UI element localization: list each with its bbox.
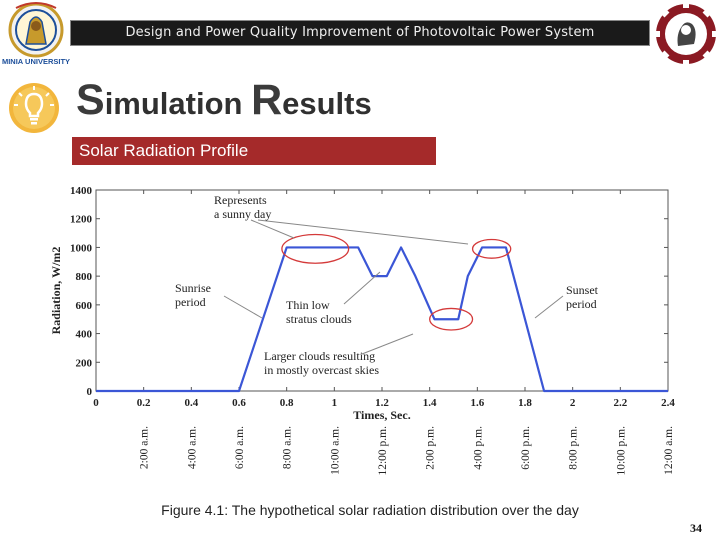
highlight-ellipse [471, 238, 512, 259]
x-tick-label: 1.2 [375, 397, 389, 409]
pointer-arrow [223, 295, 263, 319]
figure-caption: Figure 4.1: The hypothetical solar radia… [161, 502, 579, 518]
time-of-day-label: 10:00 p.m. [615, 426, 627, 476]
chart-annotation: Sunrise period [175, 281, 211, 309]
highlight-ellipse [429, 307, 474, 331]
time-of-day-label: 2:00 p.m. [425, 426, 437, 470]
x-tick-label: 1.4 [423, 397, 437, 409]
chart-annotation: Represents a sunny day [214, 193, 271, 221]
lightbulb-icon [9, 83, 59, 133]
time-of-day-label: 2:00 a.m. [139, 426, 151, 469]
y-tick-label: 600 [76, 300, 93, 312]
pointer-arrow [361, 333, 414, 355]
header-banner: Design and Power Quality Improvement of … [70, 20, 650, 46]
pointer-arrow [250, 219, 295, 239]
y-tick-label: 0 [87, 386, 93, 398]
x-tick-label: 2 [570, 397, 576, 409]
section-heading-bar: Solar Radiation Profile [72, 137, 436, 165]
banner-title: Design and Power Quality Improvement of … [125, 25, 595, 40]
x-tick-label: 0.6 [232, 397, 246, 409]
logo-caption: MINIA UNIVERSITY [2, 57, 70, 66]
chart-annotation: Thin low stratus clouds [286, 298, 352, 326]
time-of-day-label: 8:00 a.m. [282, 426, 294, 469]
x-tick-label: 1.8 [518, 397, 532, 409]
x-tick-label: 0 [93, 397, 99, 409]
y-tick-label: 1400 [70, 185, 93, 197]
y-axis-label: Radiation, W/m2 [49, 247, 63, 335]
highlight-ellipse [281, 233, 350, 264]
page-number: 34 [690, 521, 702, 535]
x-tick-label: 2.4 [661, 397, 675, 409]
y-tick-label: 200 [76, 357, 93, 369]
x-tick-label: 0.2 [137, 397, 151, 409]
x-tick-label: 0.4 [184, 397, 198, 409]
pointer-arrow [343, 271, 381, 305]
minia-university-logo-icon: MINIA UNIVERSITY [2, 2, 70, 66]
y-tick-label: 400 [76, 329, 93, 341]
pointer-arrow [257, 219, 469, 245]
time-of-day-label: 6:00 a.m. [234, 426, 246, 469]
time-of-day-label: 6:00 p.m. [520, 426, 532, 470]
time-of-day-label: 4:00 a.m. [186, 426, 198, 469]
time-of-day-label: 10:00 a.m. [329, 426, 341, 475]
time-of-day-label: 12:00 a.m. [663, 426, 675, 475]
y-tick-label: 800 [76, 271, 93, 283]
radiation-series-line [96, 246, 668, 393]
time-of-day-label: 4:00 p.m. [472, 426, 484, 470]
section-heading: Solar Radiation Profile [79, 141, 249, 160]
chart-annotation: Sunset period [566, 283, 599, 311]
x-tick-label: 1.6 [470, 397, 484, 409]
chart-annotation: Larger clouds resulting in mostly overcas… [264, 349, 379, 377]
x-tick-label: 0.8 [280, 397, 294, 409]
x-tick-label: 2.2 [613, 397, 627, 409]
faculty-gear-logo-icon [652, 0, 720, 68]
x-axis-label: Times, Sec. [353, 408, 410, 422]
pointer-arrow [534, 295, 564, 319]
time-of-day-label: 12:00 p.m. [377, 426, 389, 476]
y-tick-label: 1200 [70, 214, 93, 226]
time-of-day-label: 8:00 p.m. [568, 426, 580, 470]
solar-radiation-chart: 0 0.2 0.4 0.6 0.8 1 1.2 1.4 1.6 1.8 2 2.2 2.4 0 200 400… [49, 185, 675, 476]
x-tick-label: 1 [332, 397, 338, 409]
slide-title: Simulation Results [76, 76, 372, 124]
y-tick-label: 1000 [70, 242, 93, 254]
